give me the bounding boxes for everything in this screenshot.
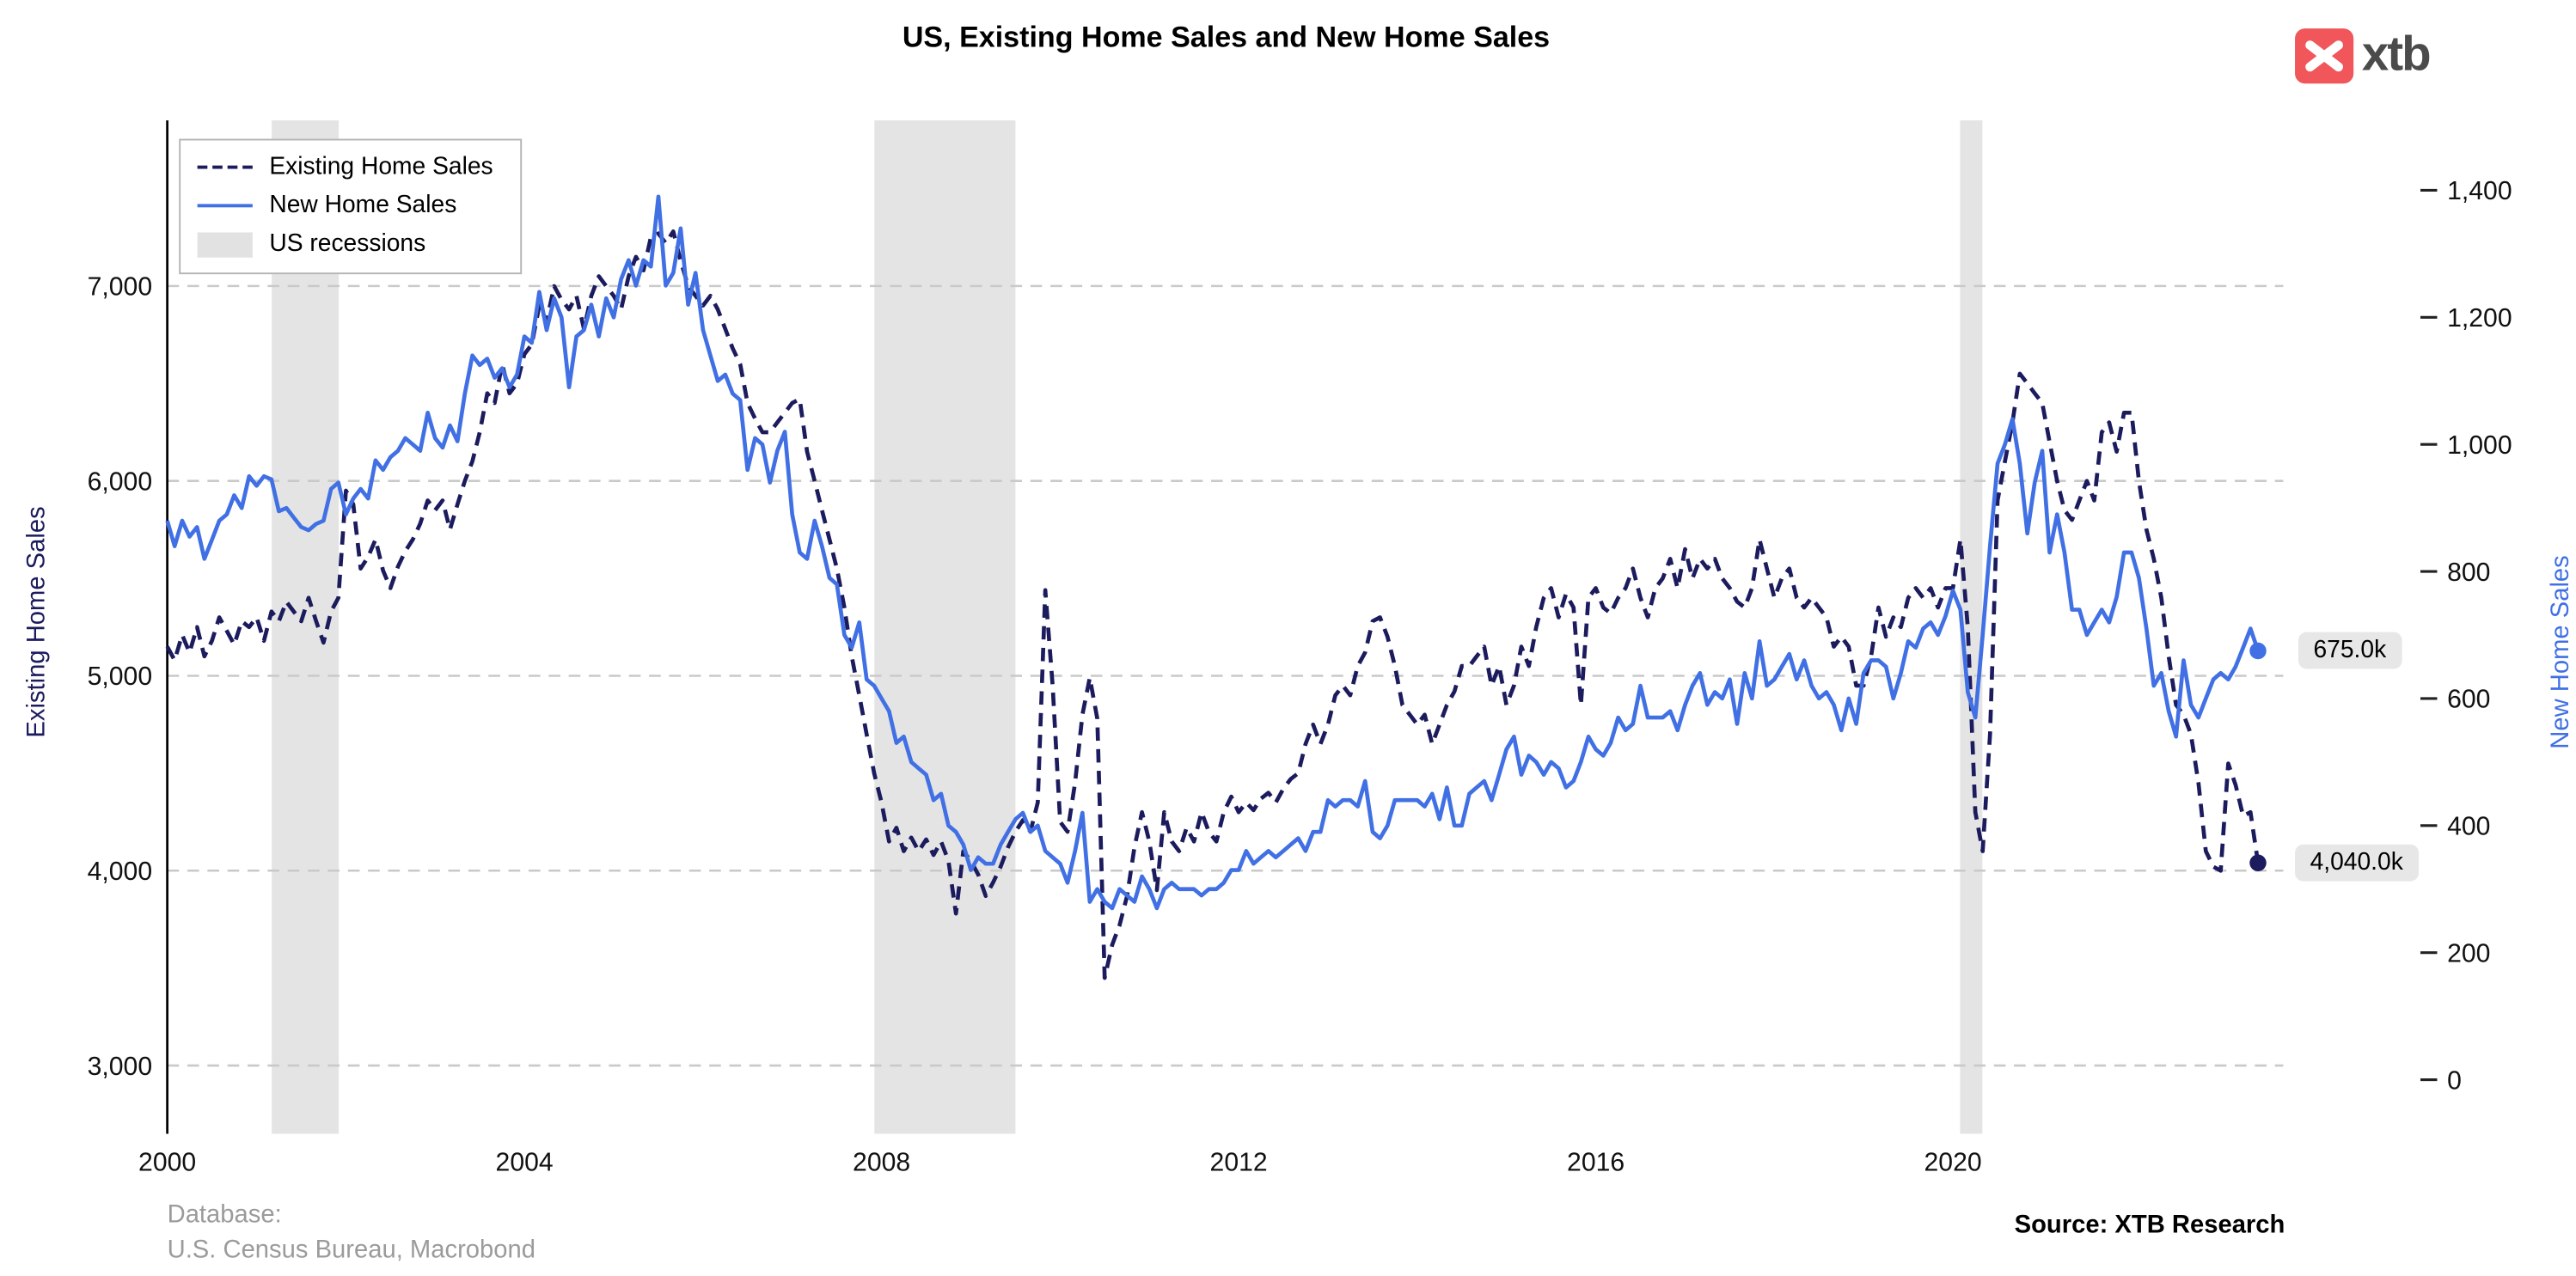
- legend-label: New Home Sales: [269, 192, 457, 219]
- legend-item-us-recessions: US recessions: [197, 230, 493, 258]
- series-end-dot: [2249, 854, 2267, 871]
- left-axis-tick-label: 7,000: [88, 273, 152, 302]
- recession-band-swatch: [197, 231, 253, 257]
- left-axis-tick-label: 3,000: [88, 1053, 152, 1081]
- right-axis-tick-label: 800: [2447, 559, 2490, 587]
- legend-label: Existing Home Sales: [269, 154, 493, 181]
- recession-band: [874, 120, 1016, 1134]
- left-axis-tick-label: 4,000: [88, 858, 152, 886]
- series-line-existing-home-sales: [165, 229, 2261, 980]
- x-axis-tick-label: 2008: [853, 1148, 910, 1176]
- right-axis-tick-label: 1,400: [2447, 177, 2512, 205]
- legend-item-existing-home-sales: Existing Home Sales: [197, 154, 493, 181]
- x-axis-tick-label: 2000: [138, 1148, 196, 1176]
- right-axis-tick-label: 1,000: [2447, 431, 2512, 460]
- x-axis-tick-label: 2016: [1567, 1148, 1625, 1176]
- right-axis-tick-label: 400: [2447, 813, 2490, 841]
- dashed-line-swatch: [197, 165, 253, 169]
- xtb-logo-text: xtb: [2361, 28, 2432, 82]
- database-credit: Database: U.S. Census Bureau, Macrobond: [168, 1197, 535, 1267]
- right-axis-title: New Home Sales: [2546, 555, 2576, 749]
- left-axis-title: Existing Home Sales: [22, 506, 52, 738]
- left-axis-tick-label: 6,000: [88, 467, 152, 496]
- xtb-logo-mark: [2295, 28, 2354, 84]
- right-axis-tick-label: 1,200: [2447, 304, 2512, 333]
- x-axis-tick-label: 2020: [1924, 1148, 1982, 1176]
- xtb-logo: xtb: [2295, 28, 2432, 84]
- left-axis-tick-label: 5,000: [88, 662, 152, 691]
- series-end-dot: [2249, 642, 2267, 660]
- solid-line-swatch: [197, 204, 253, 208]
- database-label: Database:: [167, 1200, 282, 1230]
- series-line-new-home-sales: [165, 194, 2261, 911]
- end-value-label-new-home-sales: 675.0k: [2298, 632, 2402, 669]
- x-axis-tick-label: 2004: [496, 1148, 554, 1176]
- xtb-x-icon: [2305, 40, 2343, 72]
- legend-label: US recessions: [269, 230, 426, 258]
- database-value: U.S. Census Bureau, Macrobond: [167, 1236, 535, 1265]
- legend-item-new-home-sales: New Home Sales: [197, 192, 493, 219]
- end-value-label-existing-home-sales: 4,040.0k: [2295, 844, 2419, 882]
- right-axis-tick-label: 0: [2447, 1066, 2462, 1095]
- right-axis-tick-label: 200: [2447, 939, 2490, 968]
- chart-legend: Existing Home Sales New Home Sales US re…: [179, 138, 522, 275]
- source-credit: Source: XTB Research: [2014, 1210, 2285, 1240]
- x-axis-tick-label: 2012: [1210, 1148, 1268, 1176]
- right-axis-tick-label: 600: [2447, 686, 2490, 714]
- chart-title: US, Existing Home Sales and New Home Sal…: [902, 20, 1551, 54]
